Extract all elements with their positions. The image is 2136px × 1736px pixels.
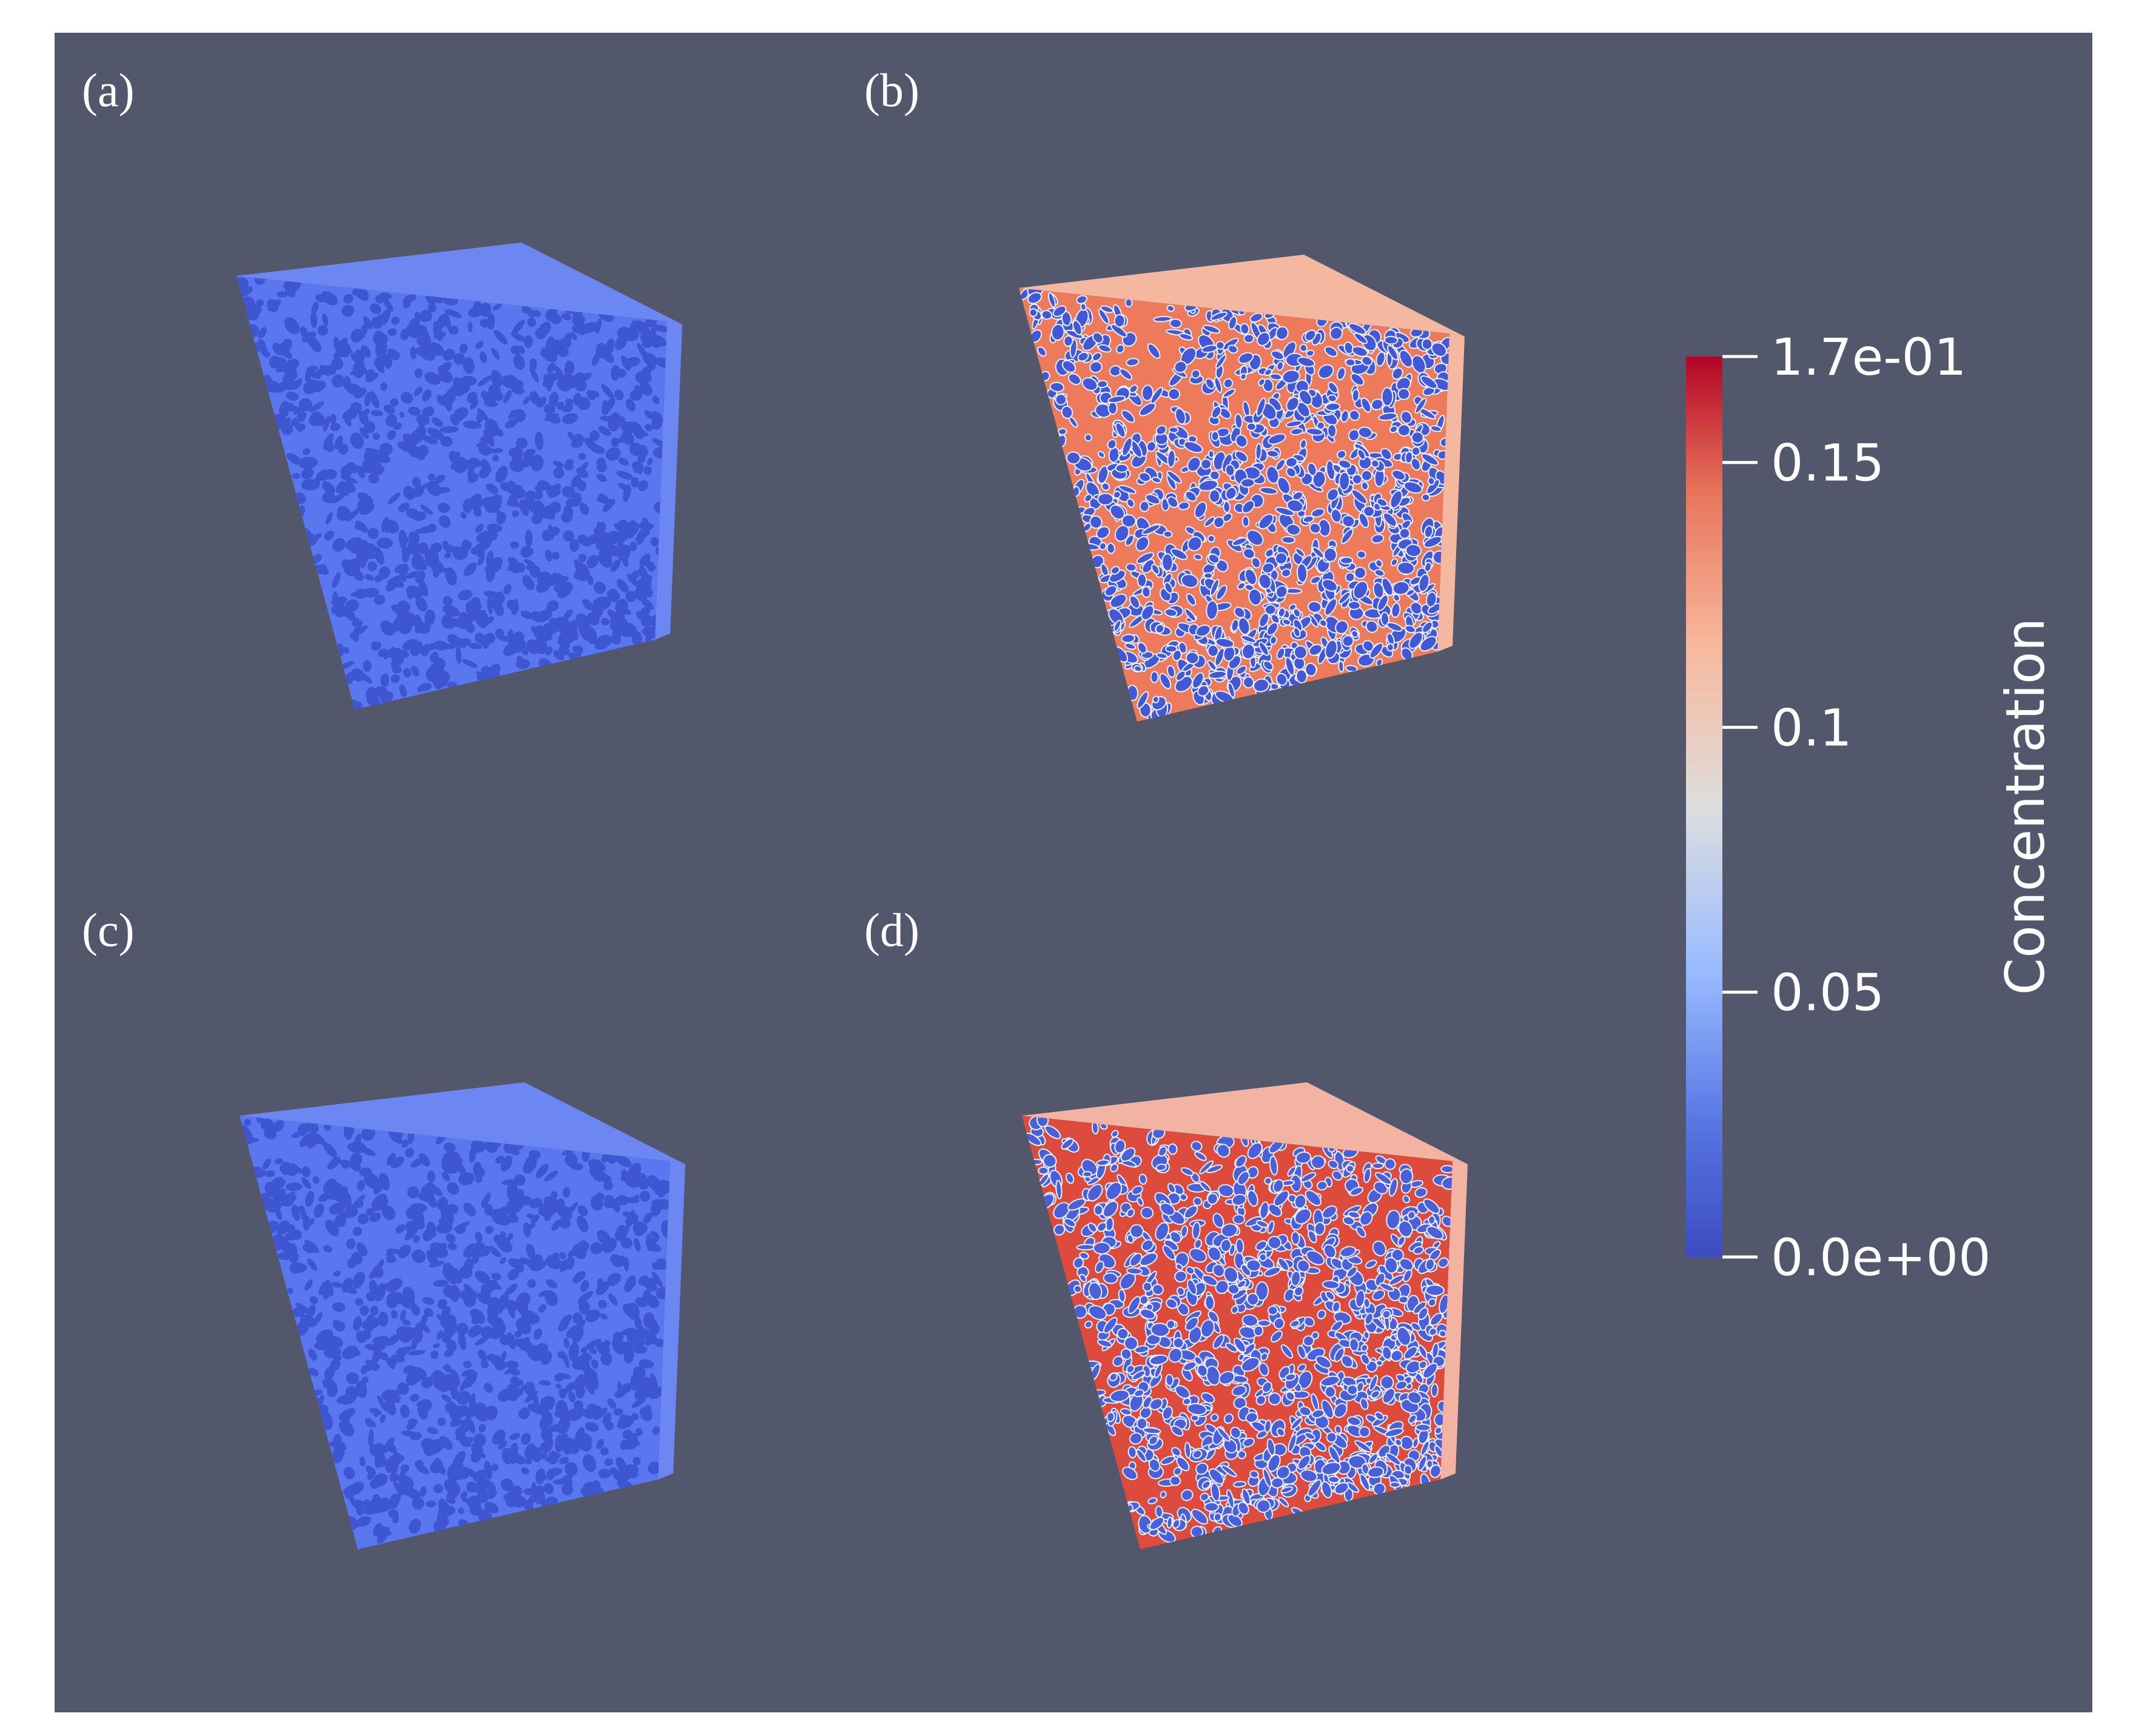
cube-face-top bbox=[237, 243, 682, 324]
cube-face-top bbox=[240, 1082, 685, 1164]
cube-face-side bbox=[658, 1161, 685, 1480]
cube-face-side bbox=[1440, 1161, 1468, 1480]
panel-label-b: (b) bbox=[864, 64, 919, 116]
panel-label-c: (c) bbox=[82, 903, 135, 956]
panel-label-a: (a) bbox=[82, 64, 135, 116]
cube-face-side bbox=[655, 321, 682, 640]
colorbar: 1.7e-01 0.15 0.1 0.05 0.0e+00 Concentration bbox=[1686, 327, 2057, 1287]
cube-face-top bbox=[1022, 1082, 1468, 1164]
colorbar-tick-label: 1.7e-01 bbox=[1771, 327, 1966, 387]
cube-d bbox=[1022, 1082, 1468, 1549]
cube-a bbox=[237, 243, 682, 709]
colorbar-title: Concentration bbox=[1994, 618, 2057, 996]
colorbar-tick-label: 0.1 bbox=[1771, 698, 1852, 757]
colorbar-tick-label: 0.0e+00 bbox=[1771, 1228, 1991, 1287]
colorbar-ticks: 1.7e-01 0.15 0.1 0.05 0.0e+00 bbox=[1722, 327, 1991, 1287]
cube-texture bbox=[237, 276, 667, 709]
cube-face-side bbox=[1437, 333, 1465, 652]
cube-face-top bbox=[1019, 255, 1465, 337]
colorbar-gradient bbox=[1686, 357, 1722, 1257]
cube-texture bbox=[1025, 1116, 1453, 1543]
panel-d: (d) bbox=[864, 903, 1468, 1549]
panel-label-d: (d) bbox=[864, 903, 919, 956]
panel-a: (a) bbox=[82, 64, 682, 709]
colorbar-tick-label: 0.15 bbox=[1771, 434, 1884, 493]
colorbar-tick-label: 0.05 bbox=[1771, 963, 1884, 1022]
